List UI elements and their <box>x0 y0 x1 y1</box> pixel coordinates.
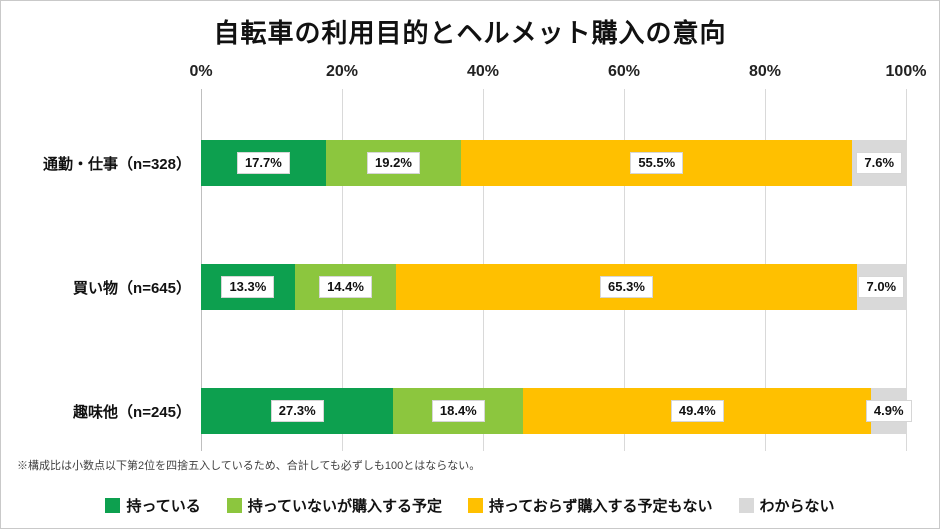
bar-segment: 65.3% <box>396 264 857 310</box>
data-label: 18.4% <box>431 400 485 422</box>
data-label: 14.4% <box>319 276 372 298</box>
data-label: 7.0% <box>858 276 905 298</box>
bar-segment: 55.5% <box>461 140 853 186</box>
data-label: 55.5% <box>630 152 684 174</box>
x-tick-label: 80% <box>748 63 782 80</box>
data-label: 7.6% <box>856 152 903 174</box>
footnote: ※構成比は小数点以下第2位を四捨五入しているため、合計しても必ずしも100とはな… <box>17 460 481 472</box>
data-label: 27.3% <box>270 400 324 422</box>
legend-item: 持っておらず購入する予定もない <box>468 495 713 516</box>
bar-segment: 14.4% <box>294 264 397 310</box>
bar-segment: 7.6% <box>852 140 906 186</box>
bar-segment: 4.9% <box>865 388 912 434</box>
legend-swatch <box>226 498 242 513</box>
bar-segment: 13.3% <box>201 264 295 310</box>
legend-item: わからない <box>738 495 835 516</box>
legend-swatch <box>105 498 121 513</box>
chart-title: 自転車の利用目的とヘルメット購入の意向 <box>213 18 727 48</box>
legend-item: 持っていないが購入する予定 <box>226 495 442 516</box>
x-tick-label: 40% <box>466 63 500 80</box>
x-tick-label: 20% <box>325 63 359 80</box>
bar-segment: 18.4% <box>393 388 524 434</box>
category-label: 通勤・仕事（n=328） <box>43 155 191 173</box>
x-tick-label: 100% <box>885 63 927 80</box>
category-label: 買い物（n=645） <box>73 279 191 297</box>
data-label: 65.3% <box>600 276 653 298</box>
legend-label: 持っていないが購入する予定 <box>247 498 442 515</box>
x-tick-label: 60% <box>607 63 641 80</box>
data-label: 4.9% <box>865 400 912 422</box>
legend-label: 持っておらず購入する予定もない <box>489 498 713 515</box>
bar-segment: 17.7% <box>201 140 326 186</box>
data-label: 13.3% <box>221 276 275 298</box>
grid-line <box>906 89 907 451</box>
category-label: 趣味他（n=245） <box>73 403 191 421</box>
bar-segment: 19.2% <box>325 140 462 186</box>
bar-segment: 49.4% <box>523 388 872 434</box>
legend-swatch <box>468 498 483 513</box>
data-label: 19.2% <box>367 152 420 174</box>
bar-segment: 27.3% <box>201 388 394 434</box>
data-label: 17.7% <box>236 152 290 174</box>
legend-label: 持っている <box>126 498 201 515</box>
legend: 持っている 持っていないが購入する予定 持っておらず購入する予定もない わからない <box>1 495 939 516</box>
legend-label: わからない <box>759 498 835 515</box>
legend-item: 持っている <box>105 495 201 516</box>
x-tick-label: 0% <box>189 63 213 80</box>
legend-swatch <box>738 498 754 513</box>
data-label: 49.4% <box>670 400 724 422</box>
bar-segment: 7.0% <box>856 264 906 310</box>
